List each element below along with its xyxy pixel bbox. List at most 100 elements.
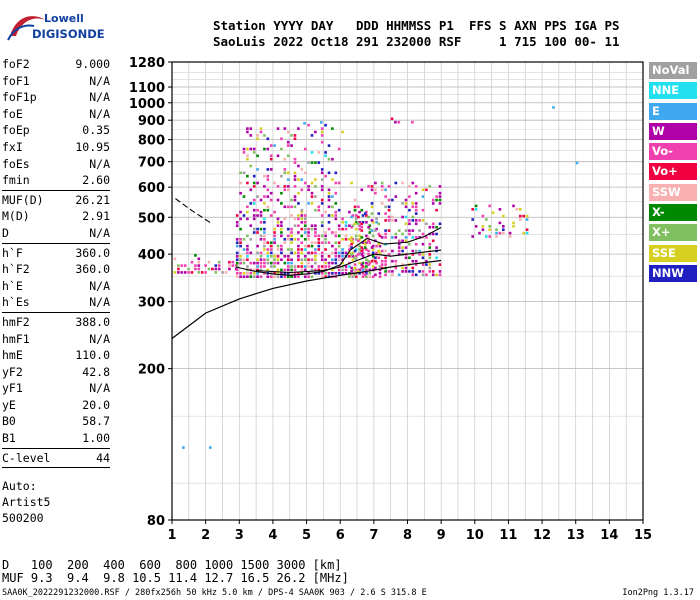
echo-point: [320, 214, 324, 217]
echo-point: [231, 264, 235, 267]
echo-point: [377, 256, 381, 260]
echo-point: [438, 273, 442, 277]
echo-point: [276, 261, 280, 265]
echo-point: [421, 242, 425, 246]
echo-point: [300, 248, 304, 251]
echo-point: [256, 154, 259, 158]
echo-point: [263, 241, 266, 244]
echo-point: [293, 238, 297, 241]
echo-point: [384, 259, 387, 263]
param-value: 2.91: [82, 209, 110, 224]
param-row: h`E N/A: [2, 278, 110, 295]
param-row: M(D) 2.91: [2, 208, 110, 225]
echo-point: [418, 249, 421, 253]
echo-point: [303, 258, 307, 261]
echo-point: [358, 210, 361, 214]
echo-point: [374, 259, 377, 263]
echo-point: [371, 221, 375, 224]
x-tick-label: 13: [567, 528, 585, 543]
echo-point: [378, 251, 382, 255]
header: Station YYYY DAY DDD HHMMSS P1 FFS S AXN…: [213, 18, 620, 50]
echo-point: [380, 263, 384, 266]
echo-point: [256, 181, 259, 185]
echo-point: [390, 117, 394, 121]
echo-point: [239, 217, 242, 221]
echo-point: [481, 228, 485, 231]
echo-point: [293, 161, 297, 164]
echo-point: [394, 266, 398, 270]
echo-point: [303, 217, 307, 221]
echo-point: [307, 161, 310, 164]
echo-point: [297, 258, 300, 261]
echo-point: [471, 208, 474, 211]
echo-point: [421, 219, 425, 222]
echo-point: [367, 259, 370, 263]
header-hhmmss-val: 232000: [386, 34, 432, 49]
echo-point: [350, 215, 353, 219]
echo-point: [242, 195, 246, 198]
echo-point: [353, 208, 357, 212]
echo-point: [367, 225, 370, 229]
echo-point: [263, 147, 266, 151]
echo-point: [303, 214, 307, 217]
echo-point: [414, 208, 418, 212]
echo-point: [334, 261, 338, 265]
echo-point: [286, 238, 290, 241]
param-label: h`F2: [2, 262, 30, 277]
echo-point: [334, 251, 338, 255]
param-value: N/A: [89, 156, 110, 171]
param-value: 1.00: [82, 431, 110, 446]
param-label: hmE: [2, 348, 23, 363]
echo-point: [353, 270, 357, 273]
param-label: C-level: [2, 450, 51, 465]
echo-point: [256, 251, 259, 255]
echo-point: [273, 275, 276, 278]
echo-point: [314, 130, 317, 134]
echo-point: [300, 188, 304, 192]
echo-point: [425, 259, 428, 263]
echo-point: [488, 235, 491, 238]
echo-point: [269, 154, 273, 158]
echo-point: [431, 239, 435, 243]
param-label: D: [2, 225, 9, 240]
echo-point: [249, 261, 253, 265]
grid: [171, 61, 644, 521]
echo-point: [408, 232, 411, 236]
echo-point: [273, 261, 276, 265]
echo-point: [370, 185, 374, 188]
echo-point: [358, 251, 361, 255]
echo-point: [266, 178, 270, 181]
echo-point: [242, 238, 246, 241]
echo-point: [320, 275, 324, 278]
echo-point: [378, 234, 382, 238]
echo-point: [380, 266, 384, 270]
echo-point: [293, 205, 297, 209]
echo-point: [256, 275, 259, 278]
echo-point: [331, 268, 334, 272]
echo-point: [314, 272, 317, 275]
echo-point: [239, 238, 242, 241]
echo-point: [252, 202, 256, 205]
echo-point: [290, 265, 293, 268]
echo-point: [286, 268, 290, 272]
echo-point: [428, 256, 432, 260]
echo-point: [256, 137, 259, 141]
echo-point: [249, 224, 253, 227]
echo-point: [365, 275, 368, 278]
echo-point: [293, 224, 297, 227]
echo-point: [391, 215, 394, 219]
echo-point: [224, 271, 228, 274]
echo-point: [273, 238, 276, 241]
param-value: 58.7: [82, 414, 110, 429]
echo-point: [317, 161, 321, 164]
echo-point: [474, 204, 478, 208]
echo-point: [358, 272, 361, 275]
echo-point: [435, 273, 438, 277]
ordinary-trace-line: [171, 259, 442, 339]
echo-point: [252, 214, 256, 217]
echo-point: [263, 174, 266, 178]
echo-point: [217, 260, 221, 264]
footer-info: SAA0K_2022291232000.RSF / 280fx256h 50 k…: [2, 588, 427, 598]
echo-point: [280, 258, 283, 261]
echo-point: [297, 238, 300, 241]
